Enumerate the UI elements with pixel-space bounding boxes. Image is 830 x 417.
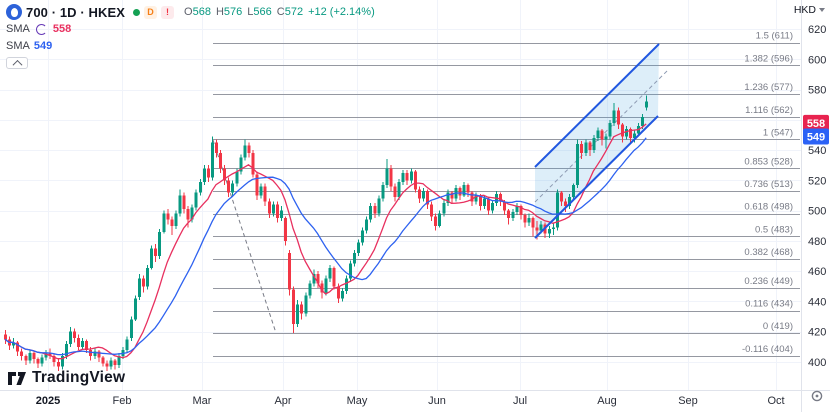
indicator-row-sma-slow[interactable]: SMA 549 — [6, 38, 375, 54]
open-label: O — [184, 6, 193, 18]
svg-text:1 (547): 1 (547) — [763, 127, 793, 138]
time-axis[interactable]: 2025 Feb Mar Apr May Jun Jul Aug Sep Oct — [36, 395, 785, 407]
svg-text:0.736 (513): 0.736 (513) — [744, 179, 793, 190]
fib-extension-drawing[interactable] — [212, 43, 800, 357]
change-value: +12 (+2.14%) — [308, 6, 375, 18]
parallel-channel-borders[interactable] — [534, 43, 660, 239]
collapse-indicators-button[interactable] — [6, 57, 28, 70]
svg-text:520: 520 — [808, 175, 826, 187]
tradingview-watermark: TradingView — [8, 369, 125, 387]
open-value: 568 — [192, 6, 211, 18]
svg-text:460: 460 — [808, 266, 826, 278]
currency-label: HKD — [793, 4, 816, 16]
market-open-dot-icon — [133, 8, 141, 16]
fib-level-labels: 1.5 (611) 1.382 (596) 1.236 (577) 1.116 (56… — [742, 31, 793, 355]
indicator-value: 558 — [52, 23, 72, 35]
parallel-channel-drawing[interactable] — [534, 44, 669, 238]
ohlc-readout: O568 H576 L566 C572 +12 (+2.14%) — [184, 6, 375, 18]
svg-text:420: 420 — [808, 327, 826, 339]
svg-text:600: 600 — [808, 54, 826, 66]
svg-text:Sep: Sep — [678, 395, 698, 407]
currency-selector[interactable]: HKD — [794, 4, 825, 16]
candlestick-series — [4, 95, 649, 372]
svg-text:0.382 (468): 0.382 (468) — [744, 247, 793, 258]
sma-fast-price-badge: 558 — [803, 114, 829, 131]
svg-text:-0.116 (404): -0.116 (404) — [742, 344, 793, 355]
svg-text:Apr: Apr — [274, 395, 291, 407]
svg-text:0.618 (498): 0.618 (498) — [744, 202, 793, 213]
chevron-up-icon — [12, 59, 22, 70]
svg-text:Jul: Jul — [513, 395, 527, 407]
svg-text:0 (419): 0 (419) — [763, 321, 793, 332]
watermark-text: TradingView — [32, 369, 126, 386]
low-label: L — [247, 6, 254, 18]
svg-text:558: 558 — [807, 118, 825, 130]
svg-text:540: 540 — [808, 145, 826, 157]
svg-text:0.853 (528): 0.853 (528) — [744, 156, 793, 167]
svg-text:1.382 (596): 1.382 (596) — [744, 53, 793, 64]
svg-text:1.116 (562): 1.116 (562) — [745, 105, 793, 116]
svg-text:1.5 (611): 1.5 (611) — [756, 31, 793, 42]
svg-text:440: 440 — [808, 296, 826, 308]
price-axis[interactable]: 6206005805605405205004804604404204005585… — [803, 24, 829, 369]
svg-text:Feb: Feb — [113, 395, 132, 407]
chevron-down-icon — [819, 8, 825, 12]
svg-text:Aug: Aug — [597, 395, 617, 407]
svg-text:Jun: Jun — [428, 395, 446, 407]
tradingview-logo-icon — [8, 371, 26, 385]
svg-text:Oct: Oct — [767, 395, 784, 407]
svg-text:580: 580 — [808, 85, 826, 97]
svg-text:2025: 2025 — [36, 395, 60, 407]
sma-lines — [4, 123, 647, 360]
indicator-value: 549 — [33, 40, 53, 52]
axis-settings-button[interactable] — [810, 389, 824, 408]
symbol-logo — [6, 4, 22, 20]
svg-text:0.116 (434): 0.116 (434) — [745, 299, 793, 310]
close-label: C — [276, 6, 285, 18]
low-value: 566 — [253, 6, 272, 18]
alert-badge[interactable]: ! — [161, 5, 175, 19]
svg-text:Mar: Mar — [193, 395, 212, 407]
svg-text:May: May — [347, 395, 368, 407]
indicator-row-sma-fast[interactable]: SMA 558 — [6, 21, 375, 37]
svg-text:480: 480 — [808, 236, 826, 248]
delayed-data-badge[interactable]: D — [144, 5, 158, 19]
indicator-name: SMA — [6, 23, 30, 35]
svg-text:0.5 (483): 0.5 (483) — [755, 224, 793, 235]
gear-icon — [811, 390, 823, 402]
svg-text:620: 620 — [808, 24, 826, 36]
indicator-name: SMA — [6, 40, 30, 52]
svg-text:549: 549 — [807, 131, 825, 143]
sma-slow-price-badge: 549 — [803, 128, 829, 145]
chart-legend: 700 · 1D · HKEX D ! O568 H576 L566 C572 … — [6, 4, 375, 70]
loading-spinner-icon — [35, 23, 47, 35]
svg-text:400: 400 — [808, 357, 826, 369]
svg-text:0.236 (449): 0.236 (449) — [744, 276, 793, 287]
high-label: H — [215, 6, 224, 18]
high-value: 576 — [223, 6, 243, 18]
symbol-title[interactable]: 700 · 1D · HKEX — [26, 4, 126, 20]
svg-text:500: 500 — [808, 206, 826, 218]
close-value: 572 — [284, 6, 304, 18]
svg-text:1.236 (577): 1.236 (577) — [744, 82, 793, 93]
